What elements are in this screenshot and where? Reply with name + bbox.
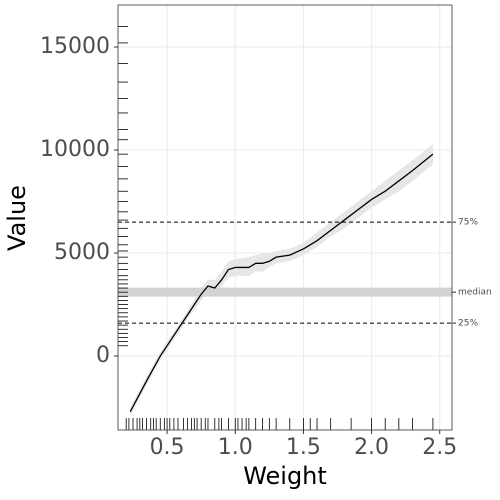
x-tick-label: 2.0: [354, 435, 389, 460]
y-tick-label: 0: [96, 343, 110, 368]
y-axis-title: Value: [3, 185, 31, 251]
reference-label: median: [458, 288, 492, 298]
reference-label: 25%: [458, 319, 478, 329]
y-tick-label: 10000: [40, 137, 110, 162]
panel: [118, 5, 452, 430]
x-tick-label: 0.5: [150, 435, 185, 460]
reference-label: 75%: [458, 218, 478, 228]
x-tick-label: 2.5: [422, 435, 457, 460]
x-tick-label: 1.5: [286, 435, 321, 460]
y-tick-label: 5000: [54, 240, 110, 265]
x-tick-label: 1.0: [218, 435, 253, 460]
y-tick-label: 15000: [40, 34, 110, 59]
confidence-band: [130, 143, 433, 416]
panel-border: [117, 4, 453, 431]
x-axis-title: Weight: [243, 462, 327, 490]
line: [129, 153, 434, 412]
